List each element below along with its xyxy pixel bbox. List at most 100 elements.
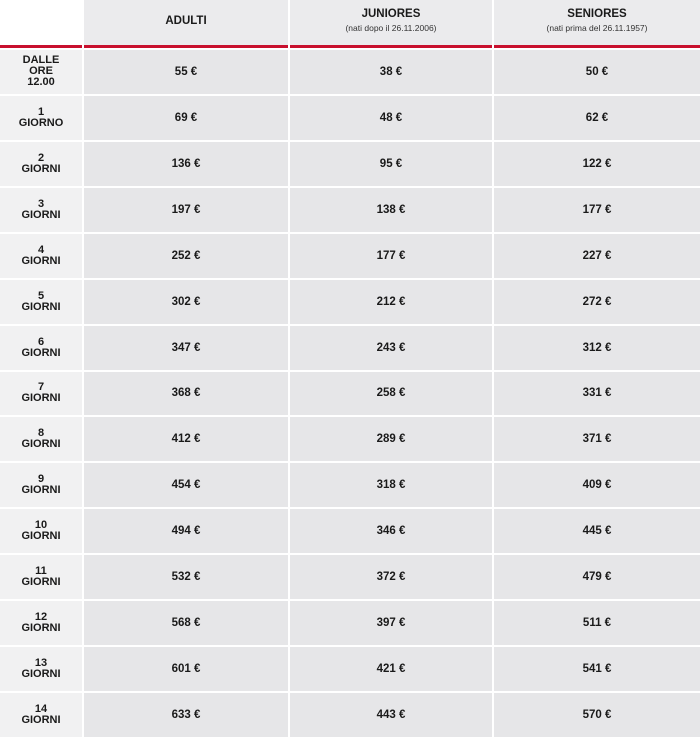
price-cell: 258 €: [290, 371, 492, 416]
column-title: JUNIORES: [361, 8, 421, 20]
row-label-line: GIORNI: [21, 208, 61, 221]
row-label-line: DALLE: [22, 54, 60, 67]
row-label-line: 2: [37, 151, 45, 164]
price-cell: 138 €: [290, 187, 492, 232]
row-label: 9 GIORNI: [0, 463, 82, 508]
row-label: 7 GIORNI: [0, 371, 82, 416]
price: 454 €: [171, 479, 201, 492]
row-label: 6 GIORNI: [0, 325, 82, 370]
row-label: 10 GIORNI: [0, 509, 82, 554]
price-cell: 48 €: [290, 95, 492, 140]
price-cell: 122 €: [494, 141, 700, 186]
price: 633 €: [171, 709, 201, 722]
price: 55 €: [174, 65, 198, 78]
price-cell: 541 €: [494, 647, 700, 692]
row-label-line: 11: [35, 565, 47, 578]
column-note: (nati prima del 26.11.1957): [546, 23, 648, 33]
price: 95 €: [379, 157, 403, 170]
price: 227 €: [582, 249, 612, 262]
price: 371 €: [582, 433, 612, 446]
price: 48 €: [379, 111, 403, 124]
row-label-line: 9: [37, 473, 45, 486]
price-cell: 346 €: [290, 509, 492, 554]
row-label-line: GIORNI: [21, 714, 61, 727]
price: 541 €: [582, 663, 612, 676]
price: 445 €: [582, 525, 612, 538]
column-title: ADULTI: [165, 14, 207, 27]
price: 346 €: [376, 525, 406, 538]
price: 347 €: [171, 341, 201, 354]
row-label-line: 12: [34, 611, 48, 624]
row-label-line: 6: [37, 335, 45, 348]
row-label: 5 GIORNI: [0, 279, 82, 324]
price-cell: 372 €: [290, 555, 492, 600]
price: 532 €: [171, 571, 201, 584]
price-cell: 494 €: [84, 509, 288, 554]
row-label: 2 GIORNI: [0, 141, 82, 186]
price-cell: 243 €: [290, 325, 492, 370]
row-label-line: GIORNI: [21, 392, 61, 405]
price-cell: 302 €: [84, 279, 288, 324]
price: 312 €: [582, 341, 612, 354]
price-cell: 50 €: [494, 50, 700, 94]
row-label-line: 1: [37, 105, 45, 118]
price-cell: 69 €: [84, 95, 288, 140]
row-label: 8 GIORNI: [0, 417, 82, 462]
row-label-line: 3: [37, 197, 45, 210]
price-cell: 212 €: [290, 279, 492, 324]
price: 494 €: [171, 525, 201, 538]
price: 258 €: [376, 387, 406, 400]
price-cell: 412 €: [84, 417, 288, 462]
price: 197 €: [171, 203, 201, 216]
price-cell: 312 €: [494, 325, 700, 370]
price: 479 €: [582, 571, 612, 584]
column-header: SENIORES (nati prima del 26.11.1957): [494, 0, 700, 48]
row-label-line: ORE: [29, 65, 53, 78]
price: 50 €: [585, 65, 609, 78]
price-cell: 38 €: [290, 50, 492, 94]
row-label-line: 4: [37, 243, 45, 256]
price: 272 €: [582, 295, 612, 308]
row-label-line: GIORNI: [21, 438, 61, 451]
row-label: 14 GIORNI: [0, 693, 82, 737]
price-cell: 443 €: [290, 693, 492, 737]
price: 136 €: [171, 157, 201, 170]
price: 69 €: [174, 111, 198, 124]
price: 368 €: [171, 387, 201, 400]
price: 409 €: [582, 479, 612, 492]
row-label-line: 8: [37, 427, 45, 440]
row-label-line: GIORNI: [21, 576, 61, 589]
row-label-line: 7: [37, 381, 45, 394]
row-label: 3 GIORNI: [0, 187, 82, 232]
price: 243 €: [376, 341, 406, 354]
price: 122 €: [582, 157, 612, 170]
price: 318 €: [376, 479, 406, 492]
price: 570 €: [582, 709, 612, 722]
price: 177 €: [376, 249, 406, 262]
row-label-line: GIORNI: [21, 300, 61, 313]
row-label-line: GIORNI: [21, 162, 61, 175]
row-label-line: GIORNI: [21, 484, 61, 497]
price-cell: 421 €: [290, 647, 492, 692]
row-label-line: 12.00: [27, 76, 55, 89]
price-cell: 347 €: [84, 325, 288, 370]
column-header: JUNIORES (nati dopo il 26.11.2006): [290, 0, 492, 48]
price: 412 €: [171, 433, 201, 446]
price-cell: 177 €: [494, 187, 700, 232]
price-cell: 177 €: [290, 233, 492, 278]
row-label: 13 GIORNI: [0, 647, 82, 692]
price: 601 €: [171, 663, 201, 676]
row-label: 12 GIORNI: [0, 601, 82, 646]
price-cell: 479 €: [494, 555, 700, 600]
price: 252 €: [171, 249, 201, 262]
column-header: ADULTI: [84, 0, 288, 48]
row-label-line: GIORNO: [18, 116, 64, 129]
row-label-line: GIORNI: [21, 346, 61, 359]
price-cell: 397 €: [290, 601, 492, 646]
price-cell: 371 €: [494, 417, 700, 462]
row-label-line: GIORNI: [21, 622, 61, 635]
price-cell: 95 €: [290, 141, 492, 186]
price-cell: 601 €: [84, 647, 288, 692]
price: 138 €: [376, 203, 406, 216]
row-label-line: 13: [34, 657, 48, 670]
